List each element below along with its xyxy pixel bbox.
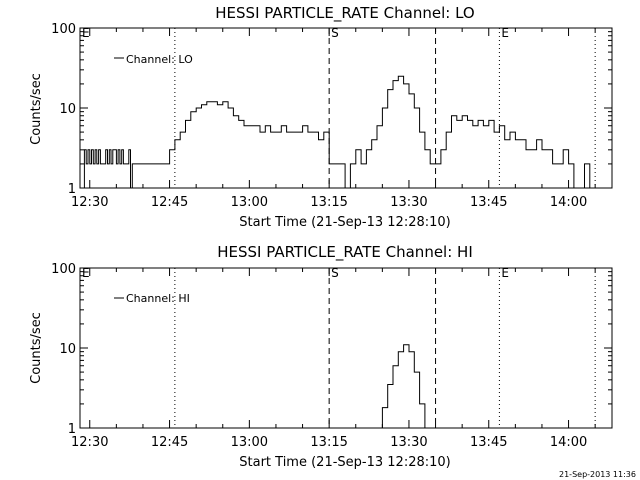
- y-axis-label-hi: Counts/sec: [29, 312, 44, 384]
- x-tick-label-hi: 13:00: [231, 435, 268, 450]
- x-axis-label-lo: Start Time (21-Sep-13 12:28:10): [239, 215, 450, 230]
- x-tick-label-hi: 13:15: [310, 435, 347, 450]
- y-tick-label-hi: 1: [68, 422, 76, 437]
- chart-title-hi: HESSI PARTICLE_RATE Channel: HI: [217, 243, 473, 262]
- x-tick-label-lo: 12:45: [151, 195, 188, 210]
- legend-label-hi: Channel: HI: [126, 292, 190, 305]
- x-tick-label-hi: 13:30: [390, 435, 427, 450]
- x-tick-label-lo: 13:15: [310, 195, 347, 210]
- annotation-e-lo: E: [82, 26, 90, 40]
- y-axis-label-lo: Counts/sec: [29, 73, 44, 145]
- x-tick-label-hi: 14:00: [550, 435, 587, 450]
- y-tick-label-lo: 1: [68, 182, 76, 197]
- x-axis-label-hi: Start Time (21-Sep-13 12:28:10): [239, 455, 450, 470]
- y-tick-label-lo: 10: [59, 102, 76, 117]
- annotation-s-lo: S: [331, 26, 339, 40]
- series-line-hi: [377, 344, 426, 429]
- annotation-e-hi: E: [82, 266, 90, 280]
- x-tick-label-lo: 13:45: [470, 195, 507, 210]
- x-tick-label-lo: 14:00: [550, 195, 587, 210]
- annotation-e-lo: E: [501, 26, 509, 40]
- series-line-lo: [80, 75, 591, 189]
- x-tick-label-hi: 13:45: [470, 435, 507, 450]
- annotation-e-hi: E: [501, 266, 509, 280]
- panel-hi: HESSI PARTICLE_RATE Channel: HI Counts/s…: [29, 243, 613, 470]
- chart-title-lo: HESSI PARTICLE_RATE Channel: LO: [215, 4, 474, 23]
- x-tick-label-hi: 12:45: [151, 435, 188, 450]
- x-tick-label-lo: 12:30: [71, 195, 108, 210]
- legend-label-lo: Channel: LO: [126, 53, 193, 66]
- x-tick-label-lo: 13:30: [390, 195, 427, 210]
- x-tick-label-hi: 12:30: [71, 435, 108, 450]
- x-tick-label-lo: 13:00: [231, 195, 268, 210]
- footer-timestamp: 21-Sep-2013 11:36: [559, 470, 636, 479]
- y-tick-label-lo: 100: [51, 22, 76, 37]
- panel-lo: HESSI PARTICLE_RATE Channel: LO Counts/s…: [29, 4, 613, 230]
- y-tick-label-hi: 100: [51, 262, 76, 277]
- y-tick-label-hi: 10: [59, 342, 76, 357]
- annotation-s-hi: S: [331, 266, 339, 280]
